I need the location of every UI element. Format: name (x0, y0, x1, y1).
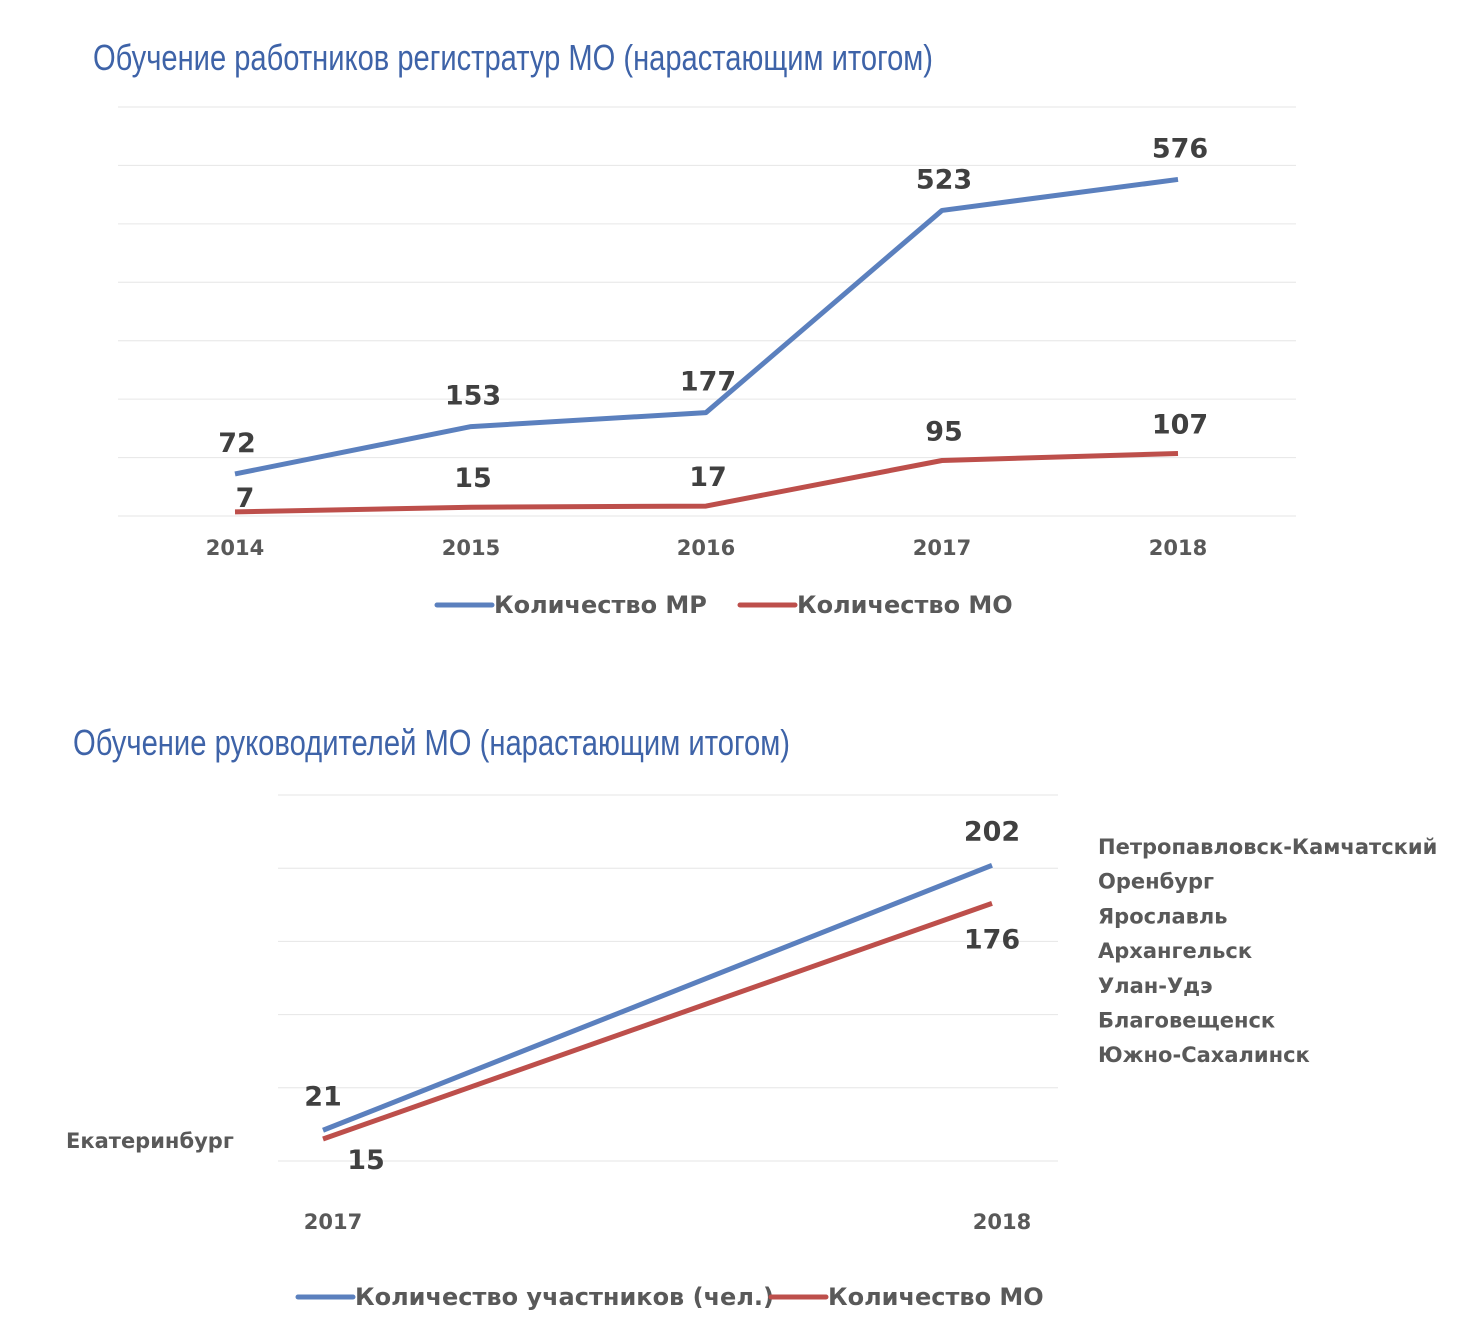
x-tick-label: 2018 (973, 1210, 1031, 1234)
city-label: Благовещенск (1098, 1009, 1275, 1033)
city-label: Южно-Сахалинск (1098, 1043, 1310, 1067)
legend-label: Количество МО (828, 1283, 1044, 1311)
x-tick-label: 2018 (1149, 536, 1207, 560)
legend-label: Количество МО (797, 591, 1013, 619)
annotation-right-cities: Петропавловск-Камчатский Оренбург Ярославл… (1098, 835, 1437, 1067)
legend-label: Количество участников (чел.) (355, 1283, 774, 1311)
data-label: 15 (347, 1145, 385, 1176)
data-label: 17 (689, 462, 727, 493)
data-label: 95 (925, 416, 963, 447)
x-tick-label: 2017 (304, 1210, 362, 1234)
data-label: 202 (964, 816, 1020, 847)
city-label: Улан-Удэ (1098, 974, 1213, 998)
data-label: 576 (1152, 133, 1208, 164)
data-label: 72 (218, 428, 256, 459)
data-label: 176 (964, 924, 1020, 955)
chart2-plot: 2017 2018 21 202 Количество участников (чел.… (278, 794, 1058, 1311)
x-tick-label: 2016 (677, 536, 735, 560)
data-label: 177 (680, 367, 736, 398)
legend-label: Количество МР (494, 591, 707, 619)
chart2-title: Обучение руководителей МО (нарастающим и… (73, 722, 790, 763)
x-tick-label: 2015 (442, 536, 500, 560)
series-line-1 (322, 900, 993, 1142)
x-tick-label: 2014 (206, 536, 264, 560)
city-label: Оренбург (1098, 870, 1214, 894)
data-label: 21 (304, 1081, 342, 1112)
data-label: 523 (916, 164, 972, 195)
data-label: 7 (236, 483, 255, 514)
series-line-0 (322, 862, 993, 1133)
x-tick-label: 2017 (913, 536, 971, 560)
data-label: 15 (454, 463, 492, 494)
annotation-left-city: Екатеринбург (66, 1129, 234, 1153)
data-label: 107 (1152, 409, 1208, 440)
chart1-title: Обучение работников регистратур МО (нара… (93, 37, 933, 78)
city-label: Петропавловск-Камчатский (1098, 835, 1437, 859)
city-label: Ярославль (1098, 904, 1228, 928)
data-label: 153 (445, 381, 501, 412)
city-label: Архангельск (1098, 939, 1252, 963)
